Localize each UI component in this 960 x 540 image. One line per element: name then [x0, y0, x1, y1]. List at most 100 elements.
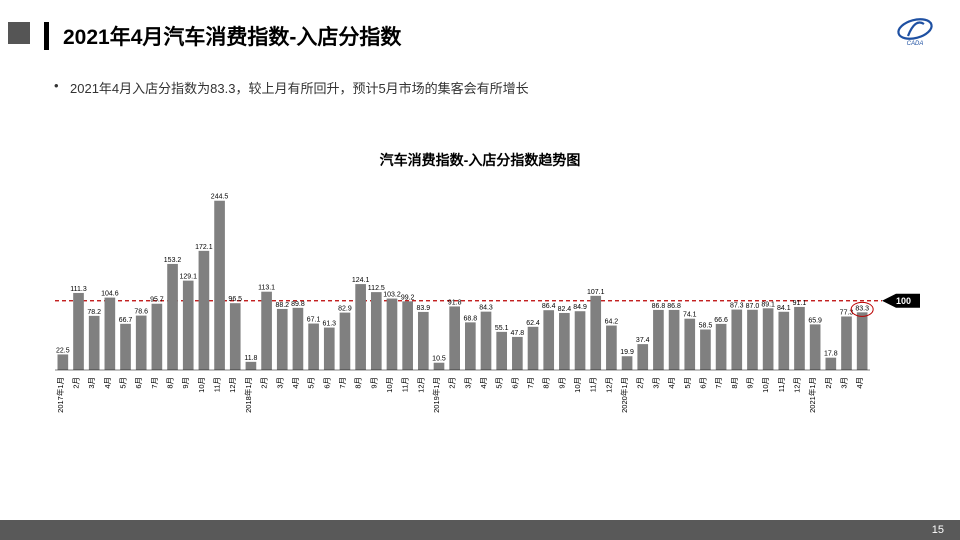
svg-text:111.3: 111.3: [70, 286, 87, 293]
svg-text:82.4: 82.4: [558, 306, 572, 313]
svg-text:86.8: 86.8: [667, 303, 681, 310]
svg-text:89.8: 89.8: [291, 301, 305, 308]
svg-text:96.5: 96.5: [228, 296, 242, 303]
svg-text:2月: 2月: [636, 377, 645, 389]
svg-text:2021年1月: 2021年1月: [807, 377, 817, 413]
svg-text:113.1: 113.1: [258, 285, 275, 292]
svg-text:6月: 6月: [510, 377, 519, 389]
svg-text:91.8: 91.8: [448, 299, 462, 306]
svg-text:11月: 11月: [589, 377, 598, 392]
svg-text:11.8: 11.8: [244, 355, 257, 362]
title-bar: 2021年4月汽车消费指数-入店分指数: [44, 22, 401, 50]
brand-logo: CADA: [894, 16, 936, 46]
svg-text:11月: 11月: [401, 377, 410, 392]
svg-text:86.4: 86.4: [542, 303, 556, 310]
svg-text:64.2: 64.2: [605, 319, 619, 326]
svg-text:8月: 8月: [542, 377, 551, 389]
svg-text:83.9: 83.9: [417, 305, 431, 312]
svg-text:103.2: 103.2: [383, 292, 401, 299]
svg-text:10月: 10月: [385, 377, 394, 393]
svg-text:84.3: 84.3: [479, 305, 493, 312]
svg-text:10.5: 10.5: [432, 356, 446, 363]
svg-text:62.4: 62.4: [526, 320, 540, 327]
svg-text:87.0: 87.0: [746, 303, 760, 310]
chart-title: 汽车消费指数-入店分指数趋势图: [0, 150, 960, 170]
svg-text:3月: 3月: [87, 377, 96, 389]
svg-text:129.1: 129.1: [179, 274, 197, 281]
svg-text:2017年1月: 2017年1月: [55, 377, 65, 413]
svg-text:55.1: 55.1: [495, 325, 509, 332]
svg-text:172.1: 172.1: [195, 244, 213, 251]
svg-text:7月: 7月: [338, 377, 347, 389]
svg-text:11月: 11月: [213, 377, 222, 392]
svg-text:67.1: 67.1: [307, 317, 321, 324]
svg-text:78.2: 78.2: [87, 309, 101, 316]
svg-text:3月: 3月: [463, 377, 472, 389]
svg-text:4月: 4月: [291, 377, 300, 389]
svg-text:65.9: 65.9: [808, 317, 822, 324]
svg-text:47.8: 47.8: [511, 330, 525, 337]
page-number: 15: [932, 524, 944, 536]
svg-text:2月: 2月: [72, 377, 81, 389]
svg-text:91.1: 91.1: [793, 300, 807, 307]
svg-text:12月: 12月: [792, 377, 801, 393]
svg-text:66.7: 66.7: [119, 317, 133, 324]
svg-text:10月: 10月: [761, 377, 770, 393]
svg-text:8月: 8月: [730, 377, 739, 389]
svg-text:68.8: 68.8: [464, 315, 478, 322]
svg-text:22.5: 22.5: [56, 347, 70, 354]
svg-text:82.9: 82.9: [338, 306, 352, 313]
svg-text:107.1: 107.1: [587, 289, 605, 296]
svg-text:3月: 3月: [839, 377, 848, 389]
svg-text:10月: 10月: [573, 377, 582, 393]
svg-text:88.2: 88.2: [275, 302, 289, 309]
svg-text:8月: 8月: [166, 377, 175, 389]
svg-text:37.4: 37.4: [636, 337, 650, 344]
svg-text:10月: 10月: [197, 377, 206, 393]
svg-text:7月: 7月: [526, 377, 535, 389]
svg-text:CADA: CADA: [907, 41, 924, 46]
svg-text:2020年1月: 2020年1月: [619, 377, 629, 413]
svg-text:104.6: 104.6: [101, 291, 119, 298]
svg-text:9月: 9月: [369, 377, 378, 389]
svg-text:19.9: 19.9: [620, 349, 634, 356]
svg-text:5月: 5月: [683, 377, 692, 389]
svg-text:99.2: 99.2: [401, 294, 415, 301]
corner-decoration: [8, 22, 30, 44]
svg-text:4月: 4月: [855, 377, 864, 389]
svg-text:74.1: 74.1: [683, 312, 697, 319]
svg-text:153.2: 153.2: [164, 257, 182, 264]
svg-text:2019年1月: 2019年1月: [431, 377, 441, 413]
svg-text:84.1: 84.1: [777, 305, 791, 312]
svg-text:9月: 9月: [557, 377, 566, 389]
svg-text:95.7: 95.7: [150, 297, 164, 304]
svg-text:2月: 2月: [260, 377, 269, 389]
svg-text:100: 100: [896, 296, 911, 306]
svg-text:12月: 12月: [416, 377, 425, 393]
svg-text:5月: 5月: [119, 377, 128, 389]
svg-text:12月: 12月: [228, 377, 237, 393]
svg-text:17.8: 17.8: [824, 351, 838, 358]
svg-text:124.1: 124.1: [352, 277, 370, 284]
svg-text:83.3: 83.3: [855, 305, 869, 312]
svg-text:7月: 7月: [714, 377, 723, 389]
svg-text:66.6: 66.6: [714, 317, 728, 324]
svg-text:78.6: 78.6: [134, 309, 148, 316]
svg-text:5月: 5月: [495, 377, 504, 389]
svg-text:7月: 7月: [150, 377, 159, 389]
svg-text:86.8: 86.8: [652, 303, 666, 310]
svg-text:244.5: 244.5: [211, 194, 229, 201]
svg-text:4月: 4月: [103, 377, 112, 389]
svg-text:2月: 2月: [824, 377, 833, 389]
page-title: 2021年4月汽车消费指数-入店分指数: [63, 21, 401, 51]
svg-text:9月: 9月: [181, 377, 190, 389]
svg-text:6月: 6月: [322, 377, 331, 389]
svg-text:2018年1月: 2018年1月: [243, 377, 253, 413]
svg-text:4月: 4月: [667, 377, 676, 389]
svg-text:9月: 9月: [745, 377, 754, 389]
svg-text:58.5: 58.5: [699, 323, 713, 330]
svg-text:11月: 11月: [777, 377, 786, 392]
svg-text:4月: 4月: [479, 377, 488, 389]
svg-text:5月: 5月: [307, 377, 316, 389]
svg-text:12月: 12月: [604, 377, 613, 393]
